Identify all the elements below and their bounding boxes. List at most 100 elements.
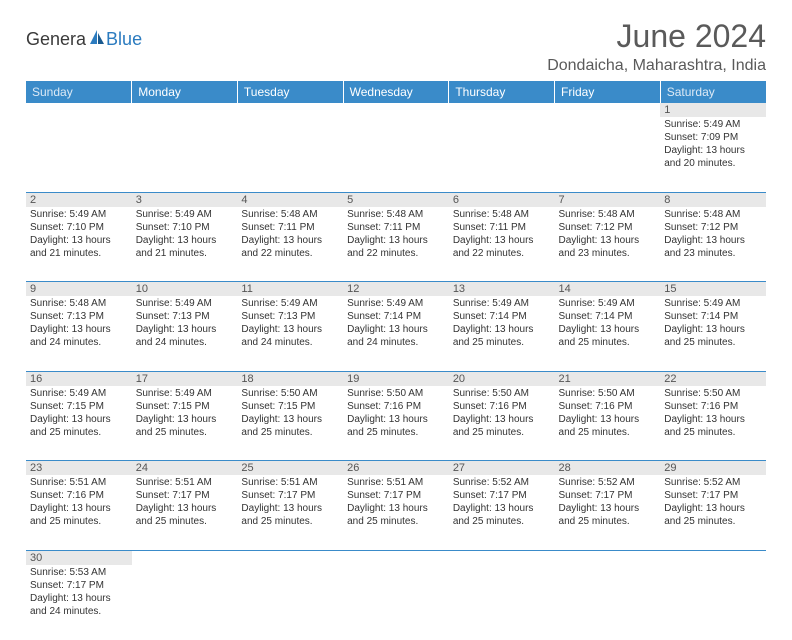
day-info: Sunrise: 5:49 AMSunset: 7:13 PMDaylight:… [241,297,339,349]
day-number-row: 23242526272829 [26,461,766,476]
logo-text-1: Genera [26,29,86,50]
day-cell: Sunrise: 5:48 AMSunset: 7:12 PMDaylight:… [660,207,766,282]
day-info: Sunrise: 5:52 AMSunset: 7:17 PMDaylight:… [453,476,551,528]
day-number: 30 [26,550,132,565]
day-number-row: 30 [26,550,766,565]
day-number: 22 [660,371,766,386]
day-number: 10 [132,282,238,297]
day-number: 21 [555,371,661,386]
day-info-row: Sunrise: 5:53 AMSunset: 7:17 PMDaylight:… [26,565,766,640]
day-number: 15 [660,282,766,297]
day-number: 3 [132,192,238,207]
day-info: Sunrise: 5:52 AMSunset: 7:17 PMDaylight:… [664,476,762,528]
day-number [237,550,343,565]
day-number: 29 [660,461,766,476]
day-cell: Sunrise: 5:51 AMSunset: 7:17 PMDaylight:… [132,475,238,550]
day-number: 24 [132,461,238,476]
day-number: 23 [26,461,132,476]
day-number [26,103,132,117]
day-cell [449,565,555,640]
day-number: 7 [555,192,661,207]
day-number: 19 [343,371,449,386]
weekday-header: Monday [132,81,238,103]
day-number [132,103,238,117]
day-info: Sunrise: 5:51 AMSunset: 7:17 PMDaylight:… [241,476,339,528]
day-info: Sunrise: 5:49 AMSunset: 7:14 PMDaylight:… [453,297,551,349]
day-cell: Sunrise: 5:50 AMSunset: 7:16 PMDaylight:… [555,386,661,461]
day-cell [132,565,238,640]
day-cell: Sunrise: 5:49 AMSunset: 7:13 PMDaylight:… [237,296,343,371]
day-cell: Sunrise: 5:48 AMSunset: 7:12 PMDaylight:… [555,207,661,282]
page-title: June 2024 [547,18,766,55]
day-cell: Sunrise: 5:52 AMSunset: 7:17 PMDaylight:… [449,475,555,550]
day-info: Sunrise: 5:50 AMSunset: 7:16 PMDaylight:… [664,387,762,439]
day-number: 5 [343,192,449,207]
day-info: Sunrise: 5:49 AMSunset: 7:15 PMDaylight:… [30,387,128,439]
day-info: Sunrise: 5:49 AMSunset: 7:10 PMDaylight:… [30,208,128,260]
day-cell: Sunrise: 5:49 AMSunset: 7:14 PMDaylight:… [555,296,661,371]
day-info: Sunrise: 5:50 AMSunset: 7:16 PMDaylight:… [347,387,445,439]
day-number [343,550,449,565]
day-cell: Sunrise: 5:52 AMSunset: 7:17 PMDaylight:… [660,475,766,550]
day-cell: Sunrise: 5:49 AMSunset: 7:15 PMDaylight:… [132,386,238,461]
weekday-header: Sunday [26,81,132,103]
day-number: 6 [449,192,555,207]
day-cell: Sunrise: 5:50 AMSunset: 7:16 PMDaylight:… [343,386,449,461]
day-cell [237,117,343,192]
weekday-header: Friday [555,81,661,103]
day-number: 26 [343,461,449,476]
day-number: 20 [449,371,555,386]
day-info: Sunrise: 5:48 AMSunset: 7:11 PMDaylight:… [347,208,445,260]
day-info: Sunrise: 5:51 AMSunset: 7:17 PMDaylight:… [347,476,445,528]
day-cell [343,565,449,640]
day-cell [449,117,555,192]
day-number: 28 [555,461,661,476]
day-info: Sunrise: 5:49 AMSunset: 7:09 PMDaylight:… [664,118,762,170]
day-cell [132,117,238,192]
day-number [237,103,343,117]
day-number: 14 [555,282,661,297]
day-info: Sunrise: 5:48 AMSunset: 7:11 PMDaylight:… [453,208,551,260]
day-info: Sunrise: 5:51 AMSunset: 7:17 PMDaylight:… [136,476,234,528]
day-number [555,550,661,565]
day-cell [343,117,449,192]
day-number [449,103,555,117]
day-info-row: Sunrise: 5:49 AMSunset: 7:10 PMDaylight:… [26,207,766,282]
day-info: Sunrise: 5:48 AMSunset: 7:12 PMDaylight:… [664,208,762,260]
day-number [343,103,449,117]
title-block: June 2024 Dondaicha, Maharashtra, India [547,18,766,75]
day-number [660,550,766,565]
day-number [132,550,238,565]
day-cell: Sunrise: 5:51 AMSunset: 7:17 PMDaylight:… [237,475,343,550]
day-info-row: Sunrise: 5:48 AMSunset: 7:13 PMDaylight:… [26,296,766,371]
weekday-header: Wednesday [343,81,449,103]
day-number: 8 [660,192,766,207]
day-number: 16 [26,371,132,386]
day-info: Sunrise: 5:48 AMSunset: 7:11 PMDaylight:… [241,208,339,260]
day-number: 12 [343,282,449,297]
day-info: Sunrise: 5:50 AMSunset: 7:16 PMDaylight:… [559,387,657,439]
day-cell: Sunrise: 5:48 AMSunset: 7:11 PMDaylight:… [343,207,449,282]
day-cell: Sunrise: 5:49 AMSunset: 7:14 PMDaylight:… [449,296,555,371]
day-cell: Sunrise: 5:48 AMSunset: 7:13 PMDaylight:… [26,296,132,371]
day-info-row: Sunrise: 5:49 AMSunset: 7:15 PMDaylight:… [26,386,766,461]
day-cell: Sunrise: 5:49 AMSunset: 7:14 PMDaylight:… [343,296,449,371]
weekday-header: Saturday [660,81,766,103]
day-cell: Sunrise: 5:52 AMSunset: 7:17 PMDaylight:… [555,475,661,550]
day-info: Sunrise: 5:49 AMSunset: 7:10 PMDaylight:… [136,208,234,260]
day-cell: Sunrise: 5:50 AMSunset: 7:16 PMDaylight:… [660,386,766,461]
day-cell: Sunrise: 5:48 AMSunset: 7:11 PMDaylight:… [237,207,343,282]
day-number [449,550,555,565]
day-info: Sunrise: 5:49 AMSunset: 7:14 PMDaylight:… [664,297,762,349]
day-number: 9 [26,282,132,297]
day-number [555,103,661,117]
day-cell [555,565,661,640]
day-info-row: Sunrise: 5:51 AMSunset: 7:16 PMDaylight:… [26,475,766,550]
day-cell: Sunrise: 5:49 AMSunset: 7:13 PMDaylight:… [132,296,238,371]
day-number-row: 16171819202122 [26,371,766,386]
day-cell: Sunrise: 5:51 AMSunset: 7:16 PMDaylight:… [26,475,132,550]
day-cell [237,565,343,640]
logo-text-2: Blue [106,29,142,50]
day-cell: Sunrise: 5:49 AMSunset: 7:09 PMDaylight:… [660,117,766,192]
day-info: Sunrise: 5:52 AMSunset: 7:17 PMDaylight:… [559,476,657,528]
